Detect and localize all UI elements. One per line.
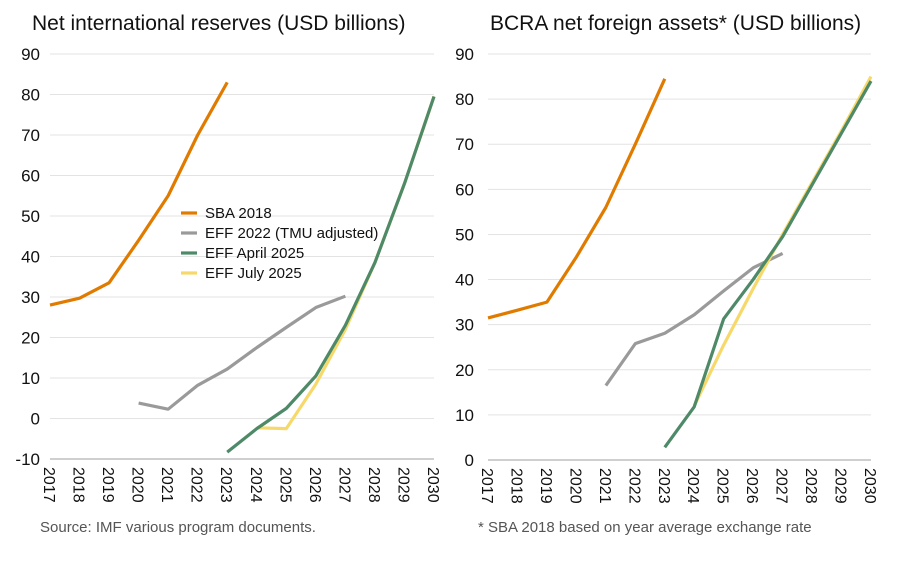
x-tick-label: 2027 [773,468,790,504]
x-tick-label: 2030 [424,467,441,503]
x-tick-label: 2021 [158,467,175,503]
y-tick-label: 70 [21,126,40,145]
x-tick-label: 2018 [70,467,87,503]
legend-label: EFF April 2025 [205,245,304,262]
y-tick-label: 20 [455,361,474,380]
chart-title: BCRA net foreign assets* (USD billions) [490,12,861,35]
x-tick-label: 2025 [714,468,731,504]
x-tick-label: 2029 [832,468,849,504]
series-line-sba2018 [487,78,667,320]
x-tick-label: 2029 [394,467,411,503]
y-tick-label: 60 [455,180,474,199]
x-tick-label: 2022 [625,468,642,504]
y-tick-label: 30 [21,288,40,307]
x-tick-label: 2023 [217,467,234,503]
chart-2: BCRA net foreign assets* (USD billions) 0… [455,12,878,536]
y-tick-label: 90 [455,45,474,64]
y-tick-label: 30 [455,316,474,335]
x-tick-label: 2023 [655,468,672,504]
x-tick-label: 2020 [566,468,583,504]
y-tick-label: 50 [21,207,40,226]
y-tick-label: 60 [21,167,40,186]
y-tick-label: 10 [455,406,474,425]
y-tick-label: 20 [21,329,40,348]
x-tick-label: 2020 [129,467,146,503]
y-tick-label: 90 [21,45,40,64]
x-tick-label: 2030 [861,468,878,504]
x-tick-label: 2019 [537,468,554,504]
y-tick-label: 40 [21,248,40,267]
series-line-effApr2025 [663,80,873,449]
y-tick-label: 10 [21,369,40,388]
legend-label: SBA 2018 [205,205,272,222]
x-tick-label: 2017 [478,468,495,504]
x-tick-label: 2027 [335,467,352,503]
x-tick-label: 2021 [596,468,613,504]
source-note: * SBA 2018 based on year average exchang… [478,519,812,536]
y-tick-label: 0 [465,451,474,470]
y-tick-label: -10 [15,450,40,469]
series-line-effJul2025 [256,96,436,431]
y-tick-label: 50 [455,225,474,244]
x-tick-label: 2028 [802,468,819,504]
legend: SBA 2018 EFF 2022 (TMU adjusted) EFF April… [181,205,378,282]
x-tick-label: 2025 [276,467,293,503]
series-line-effApr2025 [226,96,436,454]
x-tick-label: 2017 [40,467,57,503]
series-line-eff2022 [138,294,346,411]
legend-label: EFF July 2025 [205,265,302,282]
y-tick-label: 70 [455,135,474,154]
y-tick-label: 0 [31,410,40,429]
legend-label: EFF 2022 (TMU adjusted) [205,225,378,242]
x-tick-label: 2026 [743,468,760,504]
series-line-eff2022 [604,251,784,387]
series-line-sba2018 [49,81,229,307]
y-tick-label: 40 [455,271,474,290]
chart-1: Net international reserves (USD billions… [15,12,441,536]
y-tick-label: 80 [455,90,474,109]
source-note: Source: IMF various program documents. [40,519,316,536]
y-tick-label: 80 [21,86,40,105]
x-tick-label: 2022 [188,467,205,503]
x-tick-label: 2018 [507,468,524,504]
x-tick-label: 2019 [99,467,116,503]
x-tick-label: 2028 [365,467,382,503]
chart-title: Net international reserves (USD billions… [32,12,405,35]
x-tick-label: 2026 [306,467,323,503]
x-tick-label: 2024 [247,467,264,503]
x-tick-label: 2024 [684,468,701,504]
